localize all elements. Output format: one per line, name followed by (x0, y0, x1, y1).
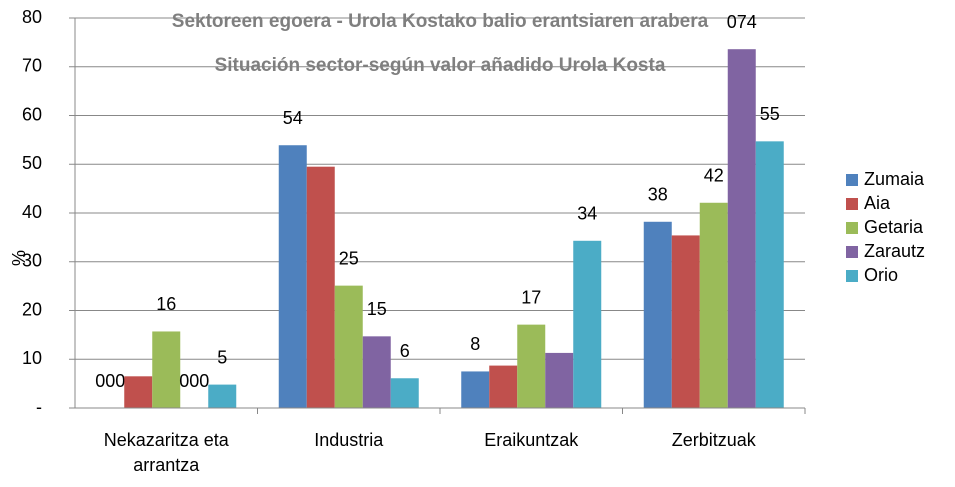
y-axis-label: % (9, 250, 29, 266)
legend-swatch (846, 174, 858, 186)
bar (334, 285, 363, 408)
y-tick-label: 30 (22, 251, 42, 271)
data-label: 8 (470, 334, 480, 354)
bar (124, 376, 153, 408)
legend-label: Zumaia (864, 169, 925, 189)
data-label: 5 (217, 347, 227, 367)
y-tick-label: 80 (22, 7, 42, 27)
data-label: 6 (400, 341, 410, 361)
legend-swatch (846, 246, 858, 258)
legend-swatch (846, 270, 858, 282)
bar (461, 371, 490, 408)
data-label: 55 (760, 104, 780, 124)
bar (755, 141, 784, 408)
y-tick-label: 40 (22, 202, 42, 222)
legend-swatch (846, 222, 858, 234)
x-tick-label: Nekazaritza eta arrantza (103, 430, 229, 475)
legend-label: Getaria (864, 217, 924, 237)
legend-label: Orio (864, 265, 898, 285)
bar (545, 352, 574, 408)
x-tick-label: Eraikuntzak (484, 430, 579, 450)
data-label: 17 (521, 287, 541, 307)
bar (208, 384, 237, 408)
y-tick-label: 50 (22, 153, 42, 173)
legend-label: Aia (864, 193, 891, 213)
y-tick-label: 10 (22, 348, 42, 368)
bar (152, 331, 181, 408)
y-tick-label: 20 (22, 299, 42, 319)
bar (278, 145, 307, 409)
bar (573, 240, 602, 408)
chart-title: Sektoreen egoera - Urola Kostako balio e… (172, 11, 709, 32)
chart-subtitle: Situación sector-según valor añadido Uro… (215, 55, 666, 76)
data-label: 34 (577, 204, 597, 224)
x-tick-label: Industria (314, 430, 384, 450)
y-tick-label: 70 (22, 56, 42, 76)
data-label: 54 (283, 108, 303, 128)
data-label: 000 (179, 371, 209, 391)
legend-swatch (846, 198, 858, 210)
bar (362, 336, 391, 408)
data-label: 15 (367, 299, 387, 319)
bar (390, 378, 419, 408)
legend-label: Zarautz (864, 241, 925, 261)
bar (643, 221, 672, 408)
y-tick-label: 60 (22, 104, 42, 124)
data-label: 074 (727, 12, 757, 32)
data-label: 25 (339, 248, 359, 268)
data-label: 16 (156, 294, 176, 314)
bar (489, 365, 518, 408)
bar (517, 324, 546, 408)
data-label: 000 (95, 371, 125, 391)
y-tick-label: - (36, 397, 42, 417)
data-label: 38 (648, 185, 668, 205)
bar (727, 49, 756, 408)
data-label: 42 (704, 166, 724, 186)
bar (306, 166, 335, 408)
x-tick-label: Zerbitzuak (671, 430, 756, 450)
bar (671, 235, 700, 408)
bar (699, 202, 728, 408)
